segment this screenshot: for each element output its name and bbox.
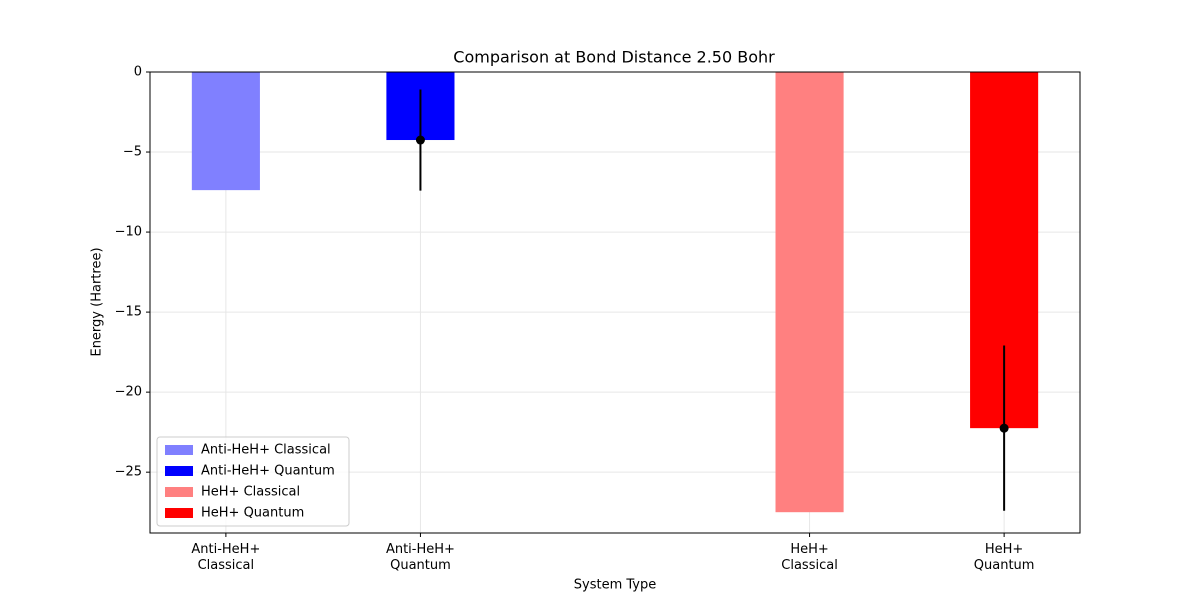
x-axis-label: System Type [574, 578, 656, 593]
y-tick-label: 0 [134, 65, 142, 80]
legend-box [156, 436, 350, 527]
chart-title: Comparison at Bond Distance 2.50 Bohr [453, 48, 775, 67]
y-tick-label: −5 [123, 145, 142, 160]
error-point [999, 423, 1009, 433]
legend-swatch [165, 466, 193, 476]
x-tick-label: HeH+ Quantum [973, 542, 1035, 573]
bar [775, 72, 844, 513]
y-tick-label: −15 [115, 305, 142, 320]
y-tick-label: −10 [115, 225, 142, 240]
legend-label: HeH+ Classical [201, 485, 300, 500]
x-tick-label: Anti-HeH+ Quantum [385, 542, 455, 573]
x-tick-label: HeH+ Classical [781, 542, 838, 573]
y-tick-label: −25 [115, 465, 142, 480]
bar [191, 72, 260, 191]
error-point [415, 135, 425, 145]
legend-label: Anti-HeH+ Classical [201, 443, 331, 458]
x-tick-label: Anti-HeH+ Classical [191, 542, 261, 573]
legend: Anti-HeH+ Classical Anti-HeH+ Quantum HeH+… [156, 436, 350, 527]
plot-frame [149, 71, 1081, 534]
legend-swatch [165, 487, 193, 497]
legend-swatch [165, 508, 193, 518]
legend-label: HeH+ Quantum [201, 506, 304, 521]
y-tick-label: −20 [115, 385, 142, 400]
legend-label: Anti-HeH+ Quantum [201, 464, 335, 479]
y-axis-label: Energy (Hartree) [90, 247, 105, 356]
legend-swatch [165, 445, 193, 455]
